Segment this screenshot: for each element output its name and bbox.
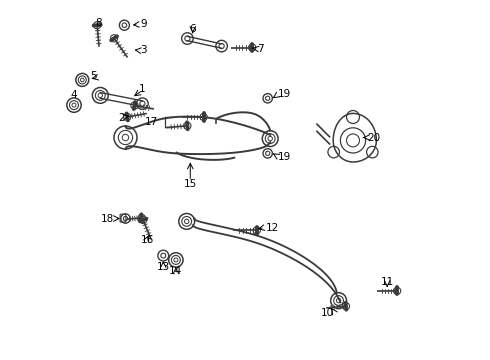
Text: 8: 8	[95, 18, 101, 28]
Text: 2: 2	[118, 113, 124, 123]
Text: 11: 11	[381, 277, 394, 287]
Text: 1: 1	[139, 84, 146, 94]
Text: 16: 16	[141, 235, 154, 246]
Text: 14: 14	[169, 266, 182, 276]
Text: 12: 12	[266, 222, 279, 233]
Text: 19: 19	[277, 152, 291, 162]
Text: 15: 15	[184, 179, 197, 189]
Text: 7: 7	[257, 44, 264, 54]
Text: 5: 5	[90, 71, 97, 81]
Text: 20: 20	[368, 132, 381, 143]
Text: 6: 6	[190, 24, 196, 34]
Text: 3: 3	[141, 45, 147, 55]
Text: 4: 4	[71, 90, 77, 100]
Text: 17: 17	[145, 117, 158, 127]
Text: 13: 13	[157, 262, 170, 272]
Text: 9: 9	[141, 19, 147, 30]
Text: 19: 19	[277, 89, 291, 99]
Text: 10: 10	[321, 308, 334, 318]
Text: 18: 18	[100, 213, 114, 224]
